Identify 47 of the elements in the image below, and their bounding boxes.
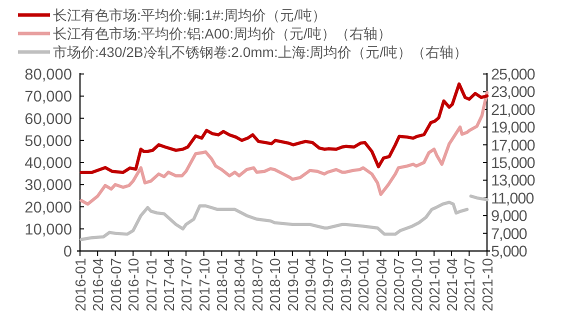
y2-tick-label: 23,000 [491,84,536,102]
y-tick-label: 60,000 [24,110,72,128]
x-tick-label: 2019-07 [320,258,337,312]
x-tick-label: 2016-10 [126,258,143,312]
y2-tick-label: 19,000 [491,120,536,137]
y-tick-label: 80,000 [24,66,72,84]
x-tick-label: 2018-04 [232,258,249,312]
x-tick-label: 2019-04 [303,258,320,312]
y2-tick-label: 21,000 [491,102,536,119]
x-tick-label: 2021-01 [428,258,444,312]
legend-label: 长江有色市场:平均价:铜:1#:周均价（元/吨） [53,7,326,23]
x-tick-label: 2017-01 [144,258,160,312]
y-tick-label: 10,000 [24,221,72,238]
y-tick-label: 50,000 [24,132,72,150]
x-tick-label: 2017-07 [180,258,196,312]
y2-tick-label: 15,000 [491,155,536,172]
y2-tick-label: 11,000 [491,190,535,208]
x-tick-label: 2018-01 [215,258,232,312]
x-tick-label: 2020-10 [410,258,426,312]
x-tick-label: 2018-10 [268,258,284,312]
x-tick-label: 2021-04 [445,258,462,312]
y2-tick-label: 7,000 [491,226,528,243]
x-tick-label: 2016-07 [108,258,125,312]
y-tick-label: 30,000 [24,177,72,194]
y2-tick-label: 25,000 [491,66,536,84]
x-tick-label: 2020-01 [356,258,373,312]
legend-label: 长江有色市场:平均价:铝:A00:周均价（元/吨）（右轴） [53,26,392,42]
x-tick-label: 2020-07 [392,258,408,312]
x-tick-label: 2017-10 [197,258,214,312]
x-tick-label: 2021-10 [480,258,496,312]
y-tick-label: 20,000 [24,199,72,216]
y-tick-label: 70,000 [24,88,72,106]
y2-tick-label: 9,000 [491,208,528,226]
x-tick-label: 2020-04 [374,258,390,312]
y-tick-label: 0 [63,244,72,260]
x-tick-label: 2019-10 [338,258,355,312]
x-tick-label: 2016-04 [91,258,108,312]
x-tick-label: 2016-01 [74,258,90,312]
x-tick-label: 2019-01 [286,258,302,312]
y2-tick-label: 17,000 [491,137,536,154]
y-tick-label: 40,000 [24,155,72,172]
legend-label: 市场价:430/2B冷轧不锈钢卷:2.0mm:上海:周均价（元/吨）（右轴） [53,44,468,60]
x-tick-label: 2018-07 [250,258,266,312]
y2-tick-label: 13,000 [491,172,536,190]
x-tick-label: 2021-07 [462,258,479,312]
x-tick-label: 2017-04 [162,258,178,312]
y2-tick-label: 5,000 [491,244,528,260]
